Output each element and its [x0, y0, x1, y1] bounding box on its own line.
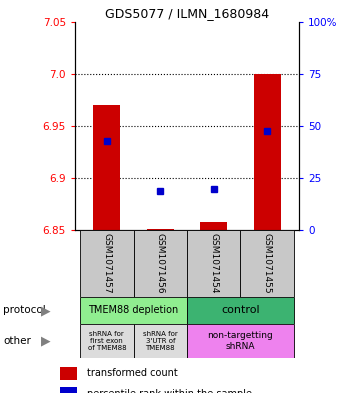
- Bar: [80, 297, 187, 324]
- Text: ▶: ▶: [41, 304, 51, 317]
- Bar: [134, 230, 187, 297]
- Bar: [60, 367, 77, 380]
- Bar: [240, 230, 294, 297]
- Bar: [254, 73, 280, 230]
- Bar: [187, 230, 240, 297]
- Bar: [94, 105, 120, 230]
- Text: shRNA for
3'UTR of
TMEM88: shRNA for 3'UTR of TMEM88: [143, 331, 178, 351]
- Text: control: control: [221, 305, 260, 316]
- Text: transformed count: transformed count: [87, 368, 177, 378]
- Bar: [187, 324, 294, 358]
- Bar: [60, 387, 77, 393]
- Bar: [200, 222, 227, 230]
- Text: TMEM88 depletion: TMEM88 depletion: [88, 305, 179, 316]
- Text: ▶: ▶: [41, 334, 51, 347]
- Text: GSM1071457: GSM1071457: [102, 233, 112, 294]
- Text: percentile rank within the sample: percentile rank within the sample: [87, 389, 252, 393]
- Text: GSM1071454: GSM1071454: [209, 233, 218, 294]
- Text: GSM1071455: GSM1071455: [262, 233, 272, 294]
- Bar: [134, 324, 187, 358]
- Bar: [80, 230, 134, 297]
- Text: GSM1071456: GSM1071456: [156, 233, 165, 294]
- Text: shRNA for
first exon
of TMEM88: shRNA for first exon of TMEM88: [87, 331, 126, 351]
- Bar: [147, 229, 174, 230]
- Text: other: other: [3, 336, 31, 346]
- Bar: [80, 324, 134, 358]
- Bar: [187, 297, 294, 324]
- Title: GDS5077 / ILMN_1680984: GDS5077 / ILMN_1680984: [105, 7, 269, 20]
- Text: non-targetting
shRNA: non-targetting shRNA: [207, 331, 273, 351]
- Text: protocol: protocol: [3, 305, 46, 316]
